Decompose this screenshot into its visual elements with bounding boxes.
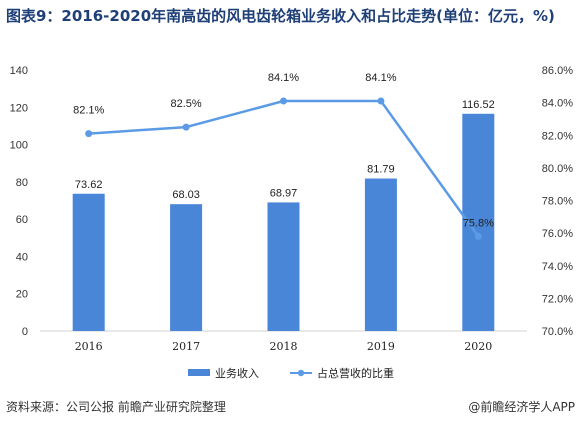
y-right-ticks: 70.0% 72.0% 74.0% 76.0% 78.0% 80.0% 82.0% 84.0%… (542, 65, 573, 338)
brand-credit: @前瞻经济学人APP (468, 400, 575, 414)
y-left-ticks: 0 20 40 60 80 100 120 140 (10, 65, 28, 338)
y-left-tick-label: 0 (22, 326, 28, 338)
y-right-tick-label: 74.0% (542, 261, 573, 273)
x-tick-label: 2017 (172, 340, 200, 353)
bar (267, 202, 300, 331)
y-left-tick-label: 40 (16, 251, 28, 263)
bar (72, 193, 105, 331)
line-point (474, 232, 482, 240)
y-left-tick-label: 80 (16, 177, 28, 189)
line-data-labels: 82.1% 82.5% 84.1% 84.1% 75.8% (73, 72, 494, 229)
line-point (85, 130, 93, 138)
source-note: 资料来源：公司公报 前瞻产业研究院整理 (6, 400, 226, 414)
legend-bar-swatch (188, 369, 210, 376)
legend-bar-label: 业务收入 (215, 366, 259, 380)
line-data-label: 84.1% (268, 72, 299, 84)
bar (170, 204, 203, 331)
legend-line-marker (297, 369, 305, 377)
line-series (85, 97, 482, 240)
bar (364, 178, 397, 331)
y-right-tick-label: 72.0% (542, 293, 573, 305)
x-tick-label: 2018 (270, 340, 298, 353)
x-ticks: 2016 2017 2018 2019 2020 (75, 340, 493, 353)
y-right-tick-label: 70.0% (542, 326, 573, 338)
line-data-label: 82.5% (170, 98, 201, 110)
bar-data-label: 116.52 (462, 99, 495, 111)
line-data-label: 84.1% (365, 72, 396, 84)
footer: 资料来源：公司公报 前瞻产业研究院整理 @前瞻经济学人APP (6, 398, 575, 418)
y-right-tick-label: 82.0% (542, 130, 573, 142)
bar-data-labels: 73.62 68.03 68.97 81.79 116.52 (75, 99, 495, 201)
legend-line-label: 占总营收的比重 (317, 366, 394, 380)
y-right-tick-label: 78.0% (542, 196, 573, 208)
bar-data-label: 68.97 (270, 187, 298, 199)
x-tick-label: 2019 (367, 340, 395, 353)
y-right-tick-label: 84.0% (542, 98, 573, 110)
y-left-tick-label: 20 (16, 289, 28, 301)
chart-title: 图表9：2016-2020年南高齿的风电齿轮箱业务收入和占比走势(单位：亿元，%… (6, 7, 555, 25)
x-tick-label: 2016 (75, 340, 103, 353)
line-point (182, 123, 190, 131)
y-right-tick-label: 86.0% (542, 65, 573, 77)
bar-series (72, 113, 495, 331)
bar-data-label: 73.62 (75, 179, 103, 191)
y-right-tick-label: 80.0% (542, 163, 573, 175)
y-left-tick-label: 120 (10, 102, 28, 114)
x-tick-label: 2020 (464, 340, 492, 353)
line-point (280, 97, 287, 105)
y-left-tick-label: 140 (10, 65, 28, 77)
y-right-tick-label: 76.0% (542, 228, 573, 240)
y-left-tick-label: 60 (16, 214, 28, 226)
y-left-tick-label: 100 (10, 140, 28, 152)
bar-data-label: 81.79 (367, 164, 395, 176)
line-data-label: 75.8% (463, 217, 494, 229)
legend: 业务收入 占总营收的比重 (188, 366, 394, 380)
bar-data-label: 68.03 (172, 189, 200, 201)
line-data-label: 82.1% (73, 105, 104, 117)
line-point (377, 97, 385, 105)
